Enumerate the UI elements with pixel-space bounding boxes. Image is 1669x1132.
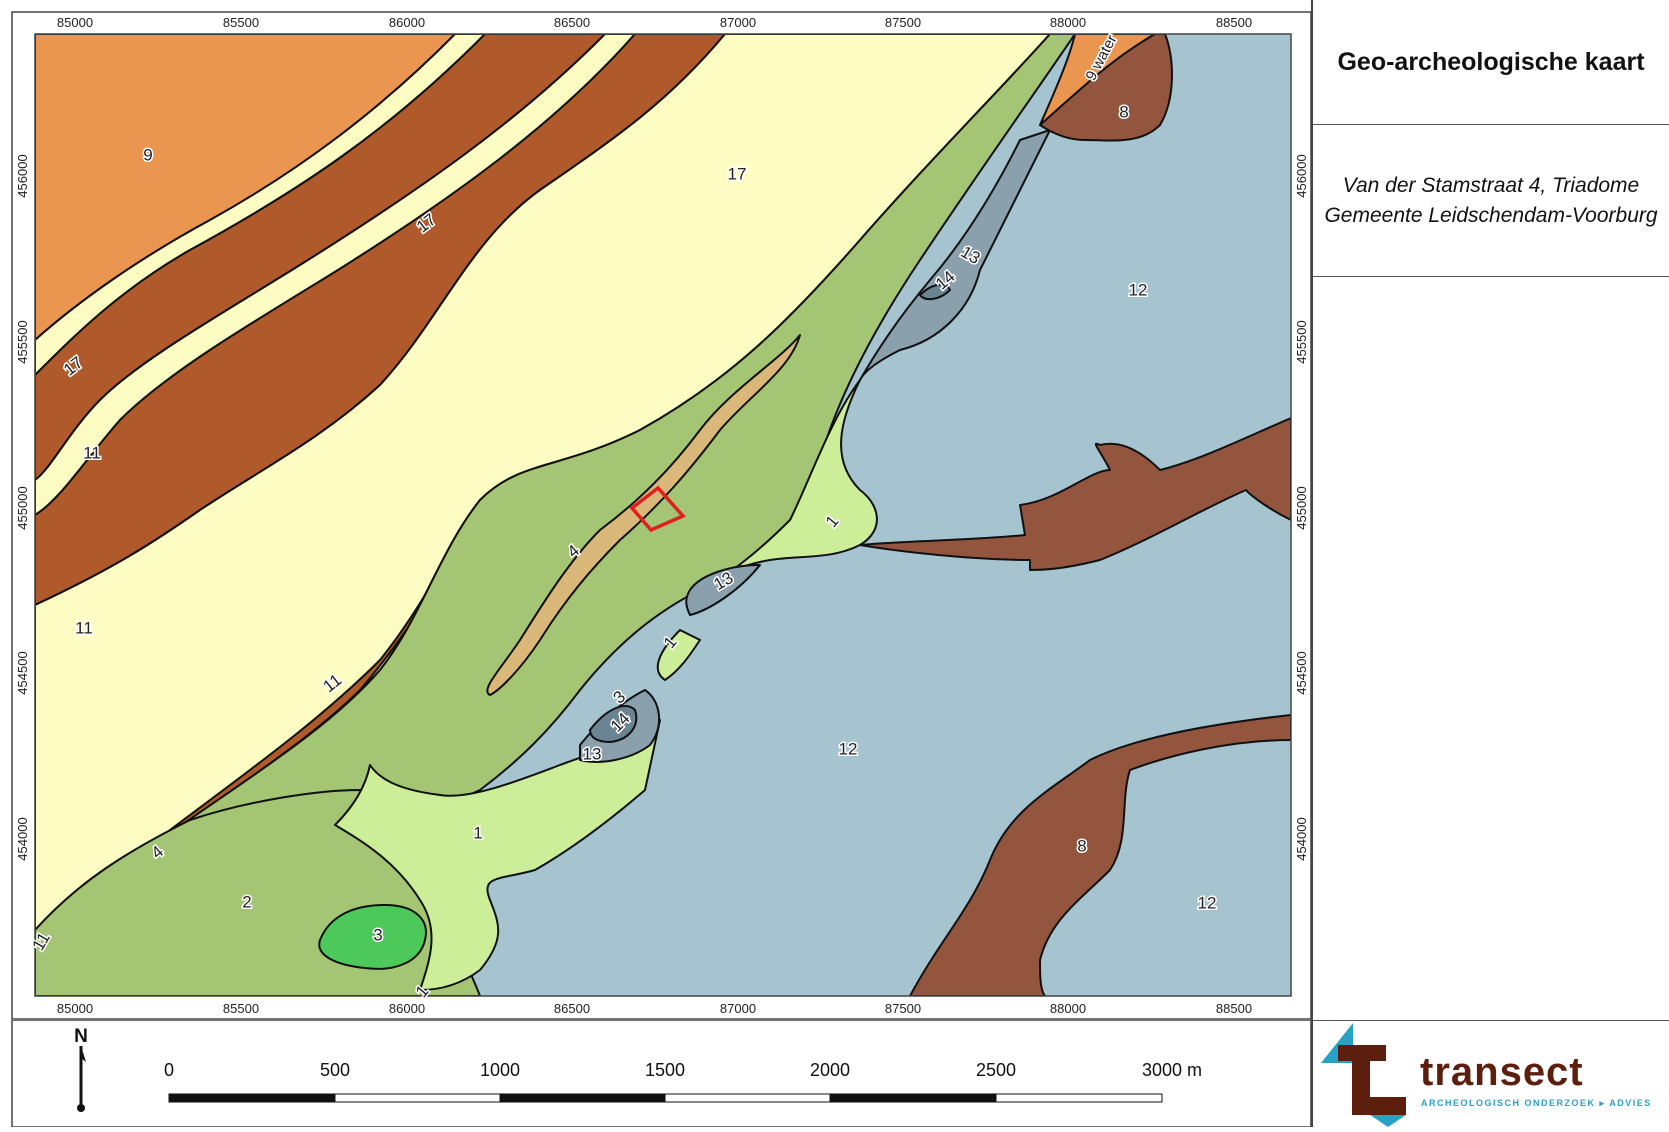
unit-label: 8 xyxy=(1119,102,1128,121)
scale-bar-svg: N 0 500 1000 1500 2000 2500 3000 m xyxy=(11,1019,1312,1128)
unit-13-center xyxy=(685,564,761,616)
x-tick-bottom: 87000 xyxy=(720,1001,756,1016)
x-tick-top: 86000 xyxy=(389,15,425,30)
x-tick-bottom: 85500 xyxy=(223,1001,259,1016)
north-label: N xyxy=(74,1026,88,1047)
x-tick-bottom: 86000 xyxy=(389,1001,425,1016)
location-line-2: Gemeente Leidschendam-Voorburg xyxy=(1324,204,1658,227)
scale-label: 1500 xyxy=(645,1060,685,1080)
unit-3-blob xyxy=(318,904,427,970)
x-tick-top: 85500 xyxy=(223,15,259,30)
unit-label: 17 xyxy=(728,164,747,183)
x-tick-top: 88500 xyxy=(1216,15,1252,30)
scale-label: 2000 xyxy=(810,1060,850,1080)
y-tick-right: 454000 xyxy=(1294,817,1309,860)
x-tick-bottom: 86500 xyxy=(554,1001,590,1016)
scale-bar xyxy=(168,1093,1163,1103)
unit-label: 2 xyxy=(242,892,251,911)
y-tick-left: 454000 xyxy=(15,817,30,860)
unit-label: 12 xyxy=(1198,893,1217,912)
y-tick-left: 455000 xyxy=(15,486,30,529)
unit-14-center xyxy=(589,705,638,743)
north-arrow-icon: N xyxy=(74,1026,88,1112)
x-tick-top: 88000 xyxy=(1050,15,1086,30)
logo-wordmark: transect xyxy=(1420,1050,1584,1094)
scale-label: 3000 m xyxy=(1142,1060,1202,1080)
x-tick-top: 87500 xyxy=(885,15,921,30)
scale-label: 2500 xyxy=(976,1060,1016,1080)
y-tick-right: 454500 xyxy=(1294,651,1309,694)
y-tick-right: 455000 xyxy=(1294,486,1309,529)
x-tick-bottom: 87500 xyxy=(885,1001,921,1016)
unit-label: 13 xyxy=(583,744,602,763)
map-title: Geo-archeologische kaart xyxy=(1337,48,1645,76)
unit-1-small xyxy=(656,629,701,681)
transect-logo-icon xyxy=(1321,1023,1406,1127)
plan-area-outline xyxy=(629,485,686,533)
location-line-1: Van der Stamstraat 4, Triadome xyxy=(1342,174,1640,197)
logo-tagline: ARCHEOLOGISCH ONDERZOEK ▸ ADVIES xyxy=(1421,1098,1652,1108)
unit-label: 8 xyxy=(1077,836,1086,855)
scale-label: 1000 xyxy=(480,1060,520,1080)
unit-label: 12 xyxy=(1129,280,1148,299)
unit-label: 1 xyxy=(473,823,482,842)
scale-label: 500 xyxy=(320,1060,350,1080)
unit-label: 12 xyxy=(839,739,858,758)
unit-label: 11 xyxy=(75,618,93,637)
unit-1-center xyxy=(699,379,878,591)
unit-13-ne xyxy=(859,129,1051,381)
y-tick-left: 455500 xyxy=(15,320,30,363)
y-tick-right: 455500 xyxy=(1294,320,1309,363)
x-tick-top: 87000 xyxy=(720,15,756,30)
unit-1-lower xyxy=(334,719,661,991)
x-tick-top: 86500 xyxy=(554,15,590,30)
x-tick-top: 85000 xyxy=(57,15,93,30)
unit-label: 11 xyxy=(83,443,101,462)
unit-label: 9 xyxy=(143,145,152,164)
y-tick-right: 456000 xyxy=(1294,154,1309,197)
title-panel: Geo-archeologische kaart Van der Stamstr… xyxy=(1311,0,1669,1127)
map-inner-border xyxy=(34,33,1292,997)
divider xyxy=(1313,1020,1669,1021)
y-tick-left: 456000 xyxy=(15,154,30,197)
x-tick-bottom: 88500 xyxy=(1216,1001,1252,1016)
x-tick-bottom: 88000 xyxy=(1050,1001,1086,1016)
unit-8-se xyxy=(909,714,1291,996)
geo-map: 85000 85500 86000 86500 87000 87500 8800… xyxy=(11,11,1312,1020)
unit-label: 3 xyxy=(373,925,382,944)
scale-label: 0 xyxy=(164,1060,174,1080)
scale-bar-panel: N 0 500 1000 1500 2000 2500 3000 m xyxy=(0,1019,1312,1128)
unit-4-ridge xyxy=(486,334,801,696)
unit-8-ne xyxy=(1039,34,1173,142)
unit-8-channel-east xyxy=(859,417,1291,571)
divider xyxy=(1313,124,1669,125)
x-tick-bottom: 85000 xyxy=(57,1001,93,1016)
unit-14-ne xyxy=(919,283,951,301)
divider xyxy=(1313,276,1669,277)
map-frame: 85000 85500 86000 86500 87000 87500 8800… xyxy=(11,11,1312,1020)
y-tick-left: 454500 xyxy=(15,651,30,694)
